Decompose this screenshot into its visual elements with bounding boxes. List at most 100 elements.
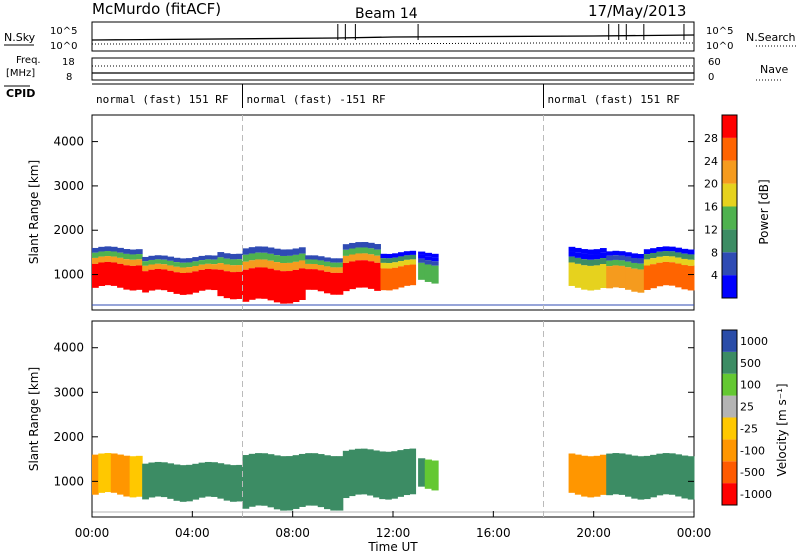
velocity-cell [104, 453, 112, 493]
power-cell [179, 267, 187, 273]
power-cell [409, 264, 417, 286]
nsky-label: N.Sky [4, 31, 36, 44]
power-cell [675, 247, 682, 253]
velocity-colorbar-tick: 25 [740, 401, 754, 414]
power-cell [681, 258, 689, 266]
nsearch-label: N.Search [746, 31, 796, 44]
power-cell [160, 259, 168, 265]
power-cell [612, 255, 620, 260]
velocity-cell [367, 449, 374, 496]
power-cell [286, 255, 294, 263]
power-cell [625, 261, 632, 268]
velocity-colorbar-tick: -1000 [740, 488, 772, 501]
power-cell [298, 268, 306, 300]
power-cell [403, 259, 411, 266]
power-cell [581, 265, 588, 290]
power-cell [593, 254, 601, 260]
y-tick-label: 4000 [53, 341, 84, 355]
x-axis-label: Time UT [367, 540, 418, 554]
y-tick-label: 3000 [53, 385, 84, 399]
power-cell [662, 251, 670, 257]
power-cell [186, 272, 193, 295]
power-cell [173, 262, 181, 267]
velocity-cell [324, 455, 331, 510]
power-cell [229, 253, 237, 260]
power-cell [229, 259, 237, 266]
velocity-colorbar-tick: 500 [740, 357, 761, 370]
power-cell [581, 253, 588, 260]
power-cell [192, 271, 200, 293]
x-tick-label: 08:00 [275, 526, 310, 540]
velocity-cell [593, 455, 601, 497]
power-cell [280, 255, 287, 264]
velocity-cell [675, 454, 682, 497]
power-cell [167, 260, 175, 266]
power-colorbar-label: Power [dB] [757, 179, 771, 244]
velocity-cell [110, 453, 118, 493]
power-cell [148, 264, 156, 270]
power-cell [286, 249, 294, 256]
power-cell [148, 259, 156, 265]
power-cell [217, 269, 225, 297]
power-cell [409, 259, 417, 265]
power-cell [574, 263, 582, 288]
velocity-cell [192, 463, 200, 500]
power-cell [424, 260, 432, 265]
power-cell [286, 271, 294, 304]
power-cell [656, 247, 664, 252]
noise-series [91, 24, 695, 45]
power-colorbar-tick: 20 [704, 178, 718, 191]
power-cell [110, 262, 118, 286]
power-cell [135, 254, 143, 260]
power-cell [305, 259, 312, 264]
power-cell [236, 265, 243, 272]
power-cell [367, 248, 375, 255]
velocity-cell [217, 463, 225, 499]
power-cell [398, 252, 405, 257]
power-cell [386, 263, 393, 269]
velocity-cell [330, 456, 338, 511]
velocity-colorbar-tick: 1000 [740, 335, 768, 348]
power-cell [123, 249, 131, 254]
velocity-cell [223, 464, 231, 501]
freq-tick-low: 8 [66, 72, 72, 83]
power-cell [431, 265, 439, 284]
power-cell [650, 248, 657, 253]
power-cell [248, 253, 256, 261]
power-cell [612, 265, 620, 288]
power-cell [599, 264, 607, 288]
velocity-colorbar-swatch [722, 461, 737, 484]
power-cell [606, 255, 613, 261]
power-cell [204, 269, 212, 290]
power-cell [418, 262, 426, 280]
power-cell [142, 256, 149, 262]
power-cell [398, 256, 405, 262]
velocity-cell [311, 453, 319, 506]
power-cell [229, 265, 237, 273]
power-cell [229, 272, 237, 300]
power-cell [568, 256, 576, 263]
power-colorbar-swatch [722, 206, 737, 230]
power-cell [637, 269, 645, 293]
velocity-cell [92, 454, 99, 495]
power-cell [374, 255, 381, 263]
power-cell [198, 269, 206, 291]
power-cell [587, 259, 595, 266]
velocity-cell [123, 455, 131, 497]
power-cell [298, 247, 306, 254]
power-cell [280, 249, 287, 256]
power-cell [380, 268, 387, 291]
power-cell [186, 258, 193, 263]
power-cell [135, 265, 143, 290]
power-cell [574, 252, 582, 258]
power-cell [324, 261, 331, 267]
power-cell [223, 271, 231, 299]
power-cell [355, 260, 363, 288]
power-cell [681, 265, 689, 290]
velocity-cell [211, 462, 218, 497]
nsearch-tick-low: 10^0 [706, 41, 733, 52]
power-cell [311, 269, 319, 290]
power-colorbar-swatch [722, 229, 737, 253]
power-cell [612, 250, 620, 256]
cpid-segment-label: normal (fast) 151 RF [96, 93, 228, 106]
